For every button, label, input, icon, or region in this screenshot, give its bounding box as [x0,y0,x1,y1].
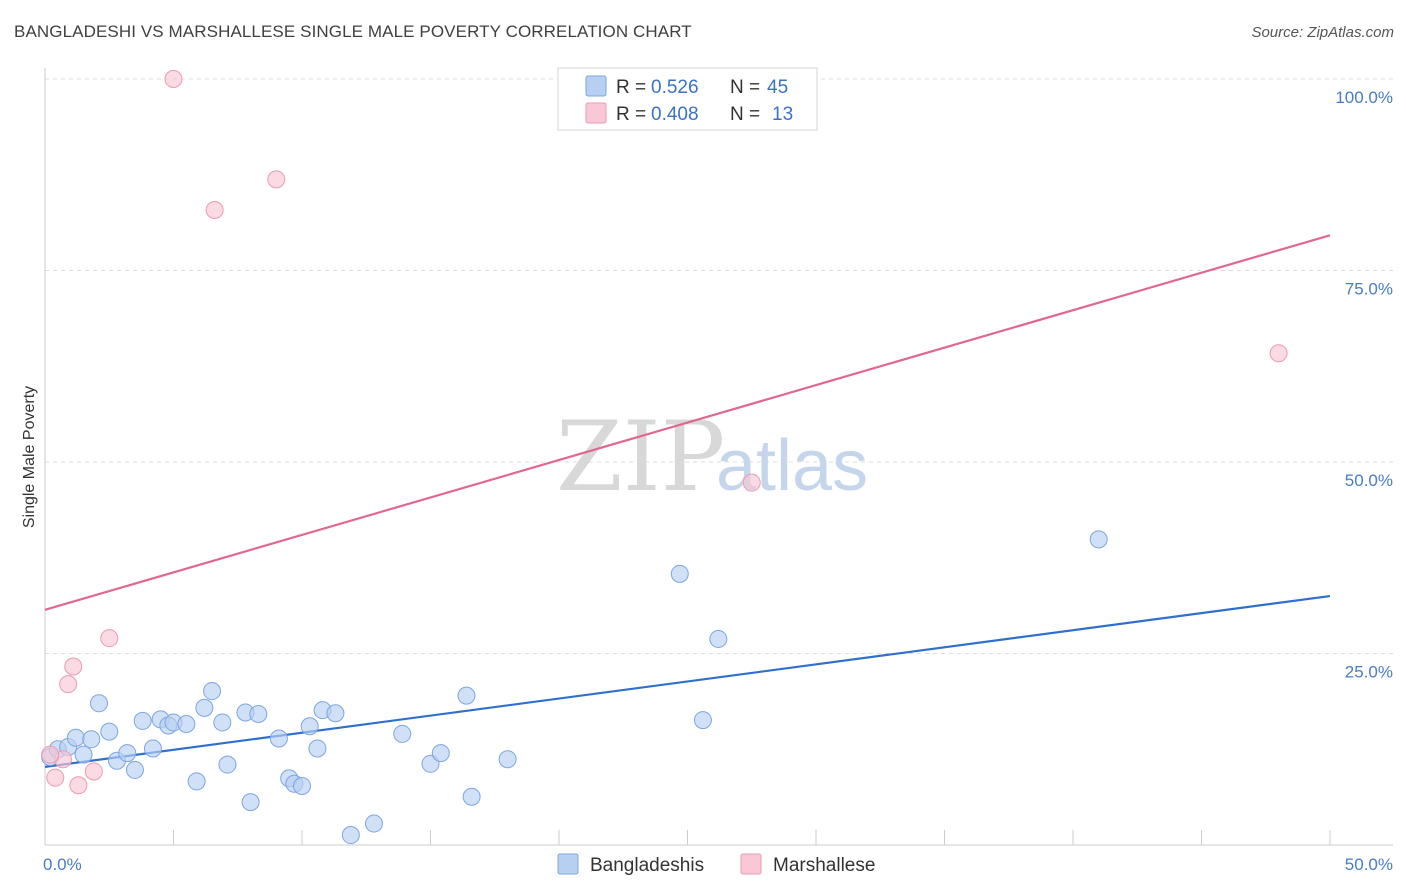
data-points [41,70,1288,845]
point-marshallese [46,768,65,787]
point-marshallese [100,629,119,648]
bottom-legend-swatch-marshallese [740,853,762,875]
point-marshallese [267,170,286,189]
x-tick-label-max: 50.0% [1345,855,1393,874]
chart-title: BANGLADESHI VS MARSHALLESE SINGLE MALE P… [14,22,692,41]
legend-swatch-bangladeshis [585,75,607,97]
watermark-zip: ZIP [556,401,725,513]
trend-line-marshallese [44,234,1331,611]
x-tick-labels: 0.0% 50.0% [43,855,1393,874]
point-marshallese [64,657,83,676]
point-bangladeshis [177,714,196,733]
point-marshallese [205,200,224,219]
grid-lines [45,78,1393,654]
watermark-atlas: atlas [716,426,868,506]
legend-r-value-bangladeshis: 0.526 [651,77,699,98]
legend-n-value-marshallese: 13 [772,104,793,125]
y-tick-label: 100.0% [1335,88,1393,107]
point-bangladeshis [462,787,481,806]
point-marshallese [1269,344,1288,363]
bottom-legend-bangladeshis: Bangladeshis [590,855,704,876]
point-bangladeshis [249,705,268,724]
point-bangladeshis [74,745,93,764]
point-marshallese [69,776,88,795]
legend-r-label: R = [616,104,646,125]
y-tick-labels: 100.0% 75.0% 50.0% 25.0% [1335,88,1393,682]
bottom-legend-marshallese: Marshallese [773,855,875,876]
point-bangladeshis [66,728,85,747]
point-bangladeshis [393,724,412,743]
legend-n-value-bangladeshis: 45 [767,77,788,98]
point-bangladeshis [125,760,144,779]
point-bangladeshis [693,711,712,730]
y-tick-label: 25.0% [1345,663,1393,682]
point-marshallese [742,473,761,492]
y-tick-label: 75.0% [1345,280,1393,299]
y-axis-label: Single Male Poverty [21,386,38,528]
point-bangladeshis [89,694,108,713]
point-marshallese [84,762,103,781]
bottom-legend-swatch-bangladeshis [557,853,579,875]
point-bangladeshis [269,729,288,748]
point-bangladeshis [364,814,383,833]
legend-r-value-marshallese: 0.408 [651,104,699,125]
point-bangladeshis [241,793,260,812]
point-marshallese [164,70,183,88]
point-marshallese [41,745,60,764]
legend-swatch-marshallese [585,102,607,124]
point-bangladeshis [326,704,345,723]
point-bangladeshis [498,750,517,769]
point-marshallese [59,675,78,694]
point-bangladeshis [133,711,152,730]
legend-r-label: R = [616,77,646,98]
legend: R = 0.526 N = 45 R = 0.408 N = 13 [557,67,818,131]
legend-n-label: N = [730,77,760,98]
point-bangladeshis [293,777,311,796]
y-tick-label: 50.0% [1345,471,1393,490]
point-bangladeshis [457,686,476,705]
point-bangladeshis [82,730,101,749]
point-bangladeshis [195,698,214,717]
legend-n-label: N = [730,104,760,125]
point-bangladeshis [118,744,137,763]
bottom-legend: Bangladeshis Marshallese [557,853,875,876]
x-tick-label-min: 0.0% [43,855,82,874]
watermark: ZIP atlas [556,401,868,513]
point-bangladeshis [431,744,450,763]
point-bangladeshis [218,755,237,774]
point-bangladeshis [203,682,222,701]
trend-lines [44,234,1331,768]
point-bangladeshis [1089,530,1108,549]
point-bangladeshis [100,722,119,741]
trend-line-bangladeshis [44,594,1331,768]
point-bangladeshis [670,564,689,583]
point-bangladeshis [143,739,162,758]
point-bangladeshis [187,772,206,791]
point-bangladeshis [341,826,360,845]
point-bangladeshis [709,629,728,648]
point-bangladeshis [300,717,319,736]
source-label: Source: ZipAtlas.com [1251,24,1394,41]
axes [44,68,1393,846]
point-bangladeshis [213,713,232,732]
point-bangladeshis [308,739,327,758]
